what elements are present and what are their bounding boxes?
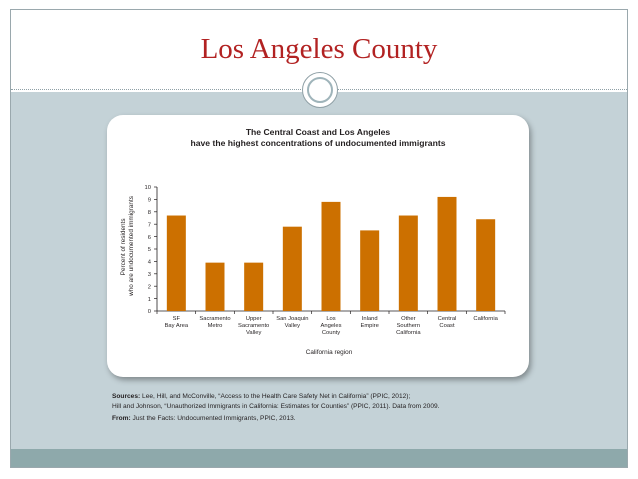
bar xyxy=(398,215,418,311)
x-tick-label: SF Bay Area xyxy=(165,316,189,329)
y-tick-label: 7 xyxy=(148,222,151,228)
x-tick-label-line: Valley xyxy=(285,323,300,329)
x-tick-label-line: Angeles xyxy=(321,323,342,329)
slide-title: Los Angeles County xyxy=(200,33,438,65)
x-tick-label: Central Coast xyxy=(438,316,457,329)
x-tick-label: Sacramento Metro xyxy=(199,316,230,329)
chart-title: The Central Coast and Los Angeles xyxy=(246,127,391,137)
x-tick-label-line: Central xyxy=(438,316,457,322)
x-tick-label-line: Coast xyxy=(439,323,455,329)
bar xyxy=(476,219,496,311)
x-tick-label-line: Upper xyxy=(246,316,262,322)
x-tick-label-line: Other xyxy=(401,316,416,322)
sources-line2: Hill and Johnson, “Unauthorized Immigran… xyxy=(112,403,440,410)
y-axis-label-line2: who are undocumented immigrants xyxy=(128,196,135,297)
y-tick-label: 1 xyxy=(148,297,151,303)
bar xyxy=(360,230,380,311)
bar xyxy=(321,201,341,311)
y-tick-label: 4 xyxy=(148,260,152,266)
x-tick-label-line: California xyxy=(473,316,498,322)
chart-subtitle: have the highest concentrations of undoc… xyxy=(191,138,446,148)
x-tick-label-line: SF xyxy=(173,316,181,322)
bar xyxy=(205,262,225,311)
x-tick-label-line: Valley xyxy=(246,330,261,336)
bar xyxy=(166,215,186,311)
from-label: From: xyxy=(112,415,131,422)
y-tick-label: 9 xyxy=(148,198,151,204)
x-axis-label: California region xyxy=(306,349,353,356)
from-text: Just the Facts: Undocumented Immigrants,… xyxy=(130,415,296,422)
y-tick-label: 3 xyxy=(148,272,151,278)
x-tick-label-line: County xyxy=(322,330,340,336)
from-line: From: Just the Facts: Undocumented Immig… xyxy=(112,414,612,424)
x-tick-label-line: Sacramento xyxy=(199,316,230,322)
y-tick-label: 2 xyxy=(148,284,151,290)
bar-chart: The Central Coast and Los Angeles have t… xyxy=(120,127,506,356)
x-tick-label-line: Southern xyxy=(397,323,421,329)
x-tick-label-line: Metro xyxy=(208,323,223,329)
x-tick-label: Los Angeles County xyxy=(321,316,342,336)
x-tick-label: California xyxy=(473,316,498,322)
x-tick-label-line: California xyxy=(396,330,421,336)
y-tick-label: 5 xyxy=(148,247,151,253)
x-tick-label-line: Bay Area xyxy=(165,323,189,329)
y-tick-label: 10 xyxy=(145,185,151,191)
y-axis-label: Percent of residents who are undocumente… xyxy=(120,196,135,297)
bar xyxy=(244,262,264,311)
x-tick-label: Inland Empire xyxy=(360,316,378,329)
x-tick-label: Other Southern California xyxy=(396,316,421,336)
x-tick-label-line: Sacramento xyxy=(238,323,269,329)
y-tick-label: 0 xyxy=(148,309,151,315)
bar xyxy=(437,196,457,311)
chart-card: The Central Coast and Los Angeles have t… xyxy=(107,115,529,377)
circle-ornament-icon xyxy=(302,72,338,108)
y-tick-label: 6 xyxy=(148,235,151,241)
y-axis-label-line1: Percent of residents xyxy=(120,218,127,275)
x-tick-label-line: San Joaquin xyxy=(276,316,308,322)
sources-line1: Sources: Lee, Hill, and McConville, “Acc… xyxy=(112,392,612,402)
x-tick-label-line: Empire xyxy=(360,323,378,329)
sources-block: Sources: Lee, Hill, and McConville, “Acc… xyxy=(112,392,612,424)
y-tick-label: 8 xyxy=(148,210,151,216)
x-tick-label: Upper Sacramento Valley xyxy=(238,316,269,336)
x-tick-label-line: Inland xyxy=(362,316,378,322)
x-tick-label-line: Los xyxy=(326,316,335,322)
sources-text1: Lee, Hill, and McConville, “Access to th… xyxy=(140,393,411,400)
x-tick-label: San Joaquin Valley xyxy=(276,316,308,329)
bottom-bar xyxy=(11,449,627,467)
bar xyxy=(282,226,302,311)
sources-label: Sources: xyxy=(112,393,141,400)
